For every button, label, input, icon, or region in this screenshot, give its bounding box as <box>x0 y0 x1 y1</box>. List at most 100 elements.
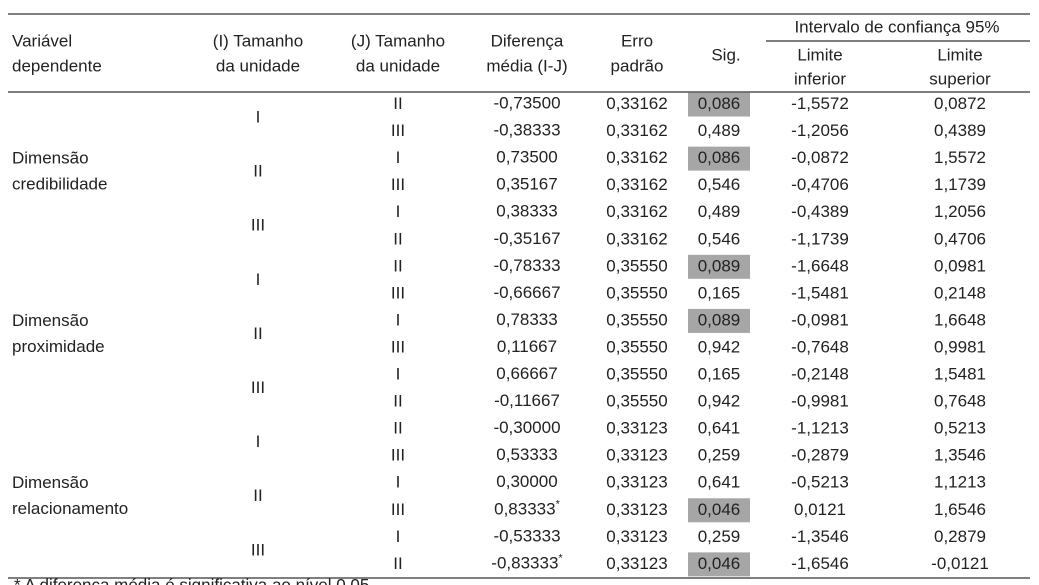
mean-diff-value: 0,83333 <box>494 500 555 519</box>
std-error: 0,33162 <box>606 229 667 248</box>
mean-diff: -0,38333 <box>493 121 560 140</box>
lower-limit: -0,4389 <box>791 202 849 221</box>
std-error: 0,33162 <box>606 175 667 194</box>
sig: 0,165 <box>698 283 741 302</box>
mean-diff-value: 0,73500 <box>496 148 557 167</box>
mean-diff: 0,38333 <box>496 202 557 221</box>
lower-limit: -0,2148 <box>791 365 849 384</box>
std-error: 0,33123 <box>606 419 667 438</box>
upper-limit: 1,1213 <box>934 473 986 492</box>
sig-highlight <box>688 146 750 171</box>
upper-limit: 1,6648 <box>934 310 986 329</box>
sig: 0,546 <box>698 175 741 194</box>
std-error: 0,33123 <box>606 500 667 519</box>
lower-header: inferior <box>794 69 846 88</box>
std_error-header: padrão <box>611 56 664 75</box>
mean-diff: 0,73500 <box>496 148 557 167</box>
sig: 0,489 <box>698 121 741 140</box>
lower-limit: -1,3546 <box>791 527 849 546</box>
std-error: 0,33162 <box>606 121 667 140</box>
sig: 0,641 <box>698 419 741 438</box>
mean-diff-value: 0,11667 <box>497 337 557 356</box>
footnote: * A diferença média é significativa ao n… <box>14 575 374 585</box>
std-error: 0,35550 <box>606 310 667 329</box>
mean-diff-value: -0,78333 <box>493 256 560 275</box>
j-size: III <box>391 337 405 356</box>
mean-diff: 0,66667 <box>496 365 557 384</box>
upper-limit: 1,3546 <box>934 446 986 465</box>
j-size: III <box>391 175 405 194</box>
lower-limit: -1,5481 <box>791 283 849 302</box>
std_error-header: Erro <box>621 31 653 50</box>
i-size: I <box>256 108 261 127</box>
mean-diff-value: 0,35167 <box>496 175 557 194</box>
lower-limit: -0,2879 <box>791 446 849 465</box>
group-name: Dimensão <box>12 149 89 168</box>
std-error: 0,33123 <box>606 527 667 546</box>
j-size: I <box>396 310 401 329</box>
upper-limit: 0,0981 <box>934 256 986 275</box>
upper-header: superior <box>929 69 991 88</box>
lower-limit: -0,4706 <box>791 175 849 194</box>
j-size: I <box>396 365 401 384</box>
std-error: 0,33123 <box>606 554 667 573</box>
mean_diff-header: média (I-J) <box>486 56 567 75</box>
j_size-header: (J) Tamanho <box>351 31 445 50</box>
mean-diff: 0,53333 <box>496 446 557 465</box>
mean-diff-value: -0,73500 <box>493 94 560 113</box>
upper-limit: 0,4389 <box>934 121 986 140</box>
std-error: 0,35550 <box>606 337 667 356</box>
std-error: 0,33123 <box>606 446 667 465</box>
upper-limit: 0,7648 <box>934 392 986 411</box>
sig: 0,089 <box>698 256 741 275</box>
i-size: II <box>253 162 262 181</box>
sig-highlight <box>688 498 750 523</box>
mean-diff: 0,78333 <box>496 310 557 329</box>
sig: 0,942 <box>698 392 741 411</box>
j-size: III <box>391 446 405 465</box>
std-error: 0,35550 <box>606 256 667 275</box>
upper-limit: 0,0872 <box>934 94 986 113</box>
mean-diff-value: -0,38333 <box>493 121 560 140</box>
significance-mark: * <box>556 498 561 510</box>
lower-limit: -1,1213 <box>791 419 849 438</box>
mean-diff-value: -0,83333 <box>491 554 558 573</box>
lower-limit: -0,7648 <box>791 337 849 356</box>
i-size: II <box>253 324 262 343</box>
sig: 0,259 <box>698 527 741 546</box>
lower-limit: -1,6546 <box>791 554 849 573</box>
mean-diff-value: 0,78333 <box>496 310 557 329</box>
sig: 0,046 <box>698 554 741 573</box>
i-size: III <box>251 540 265 559</box>
j-size: II <box>393 229 402 248</box>
std-error: 0,33123 <box>606 473 667 492</box>
sig: 0,089 <box>698 310 741 329</box>
lower-header: Limite <box>797 45 842 64</box>
group-name: Dimensão <box>12 473 89 492</box>
sig-highlight <box>688 254 750 279</box>
mean-diff-value: -0,66667 <box>493 283 560 302</box>
j-size: I <box>396 202 401 221</box>
mean-diff-value: -0,35167 <box>493 229 560 248</box>
j-size: III <box>391 121 405 140</box>
mean-diff: 0,30000 <box>496 473 557 492</box>
mean-diff-value: 0,38333 <box>496 202 557 221</box>
interval-header: Intervalo de confiança 95% <box>794 17 999 36</box>
upper-limit: 1,6546 <box>934 500 986 519</box>
j-size: I <box>396 527 401 546</box>
upper-limit: 0,5213 <box>934 419 986 438</box>
sig-highlight <box>688 552 750 577</box>
mean-diff: 0,11667 <box>497 337 557 356</box>
sig: 0,942 <box>698 337 741 356</box>
i-size: I <box>256 432 261 451</box>
group-name: Dimensão <box>12 311 89 330</box>
std-error: 0,35550 <box>606 365 667 384</box>
mean-diff-value: 0,30000 <box>496 473 557 492</box>
mean-diff-value: -0,11667 <box>494 392 560 411</box>
mean-diff: -0,66667 <box>493 283 560 302</box>
sig-highlight <box>688 308 750 333</box>
lower-limit: -1,1739 <box>791 229 849 248</box>
lower-limit: -1,2056 <box>791 121 849 140</box>
mean-diff: 0,35167 <box>496 175 557 194</box>
